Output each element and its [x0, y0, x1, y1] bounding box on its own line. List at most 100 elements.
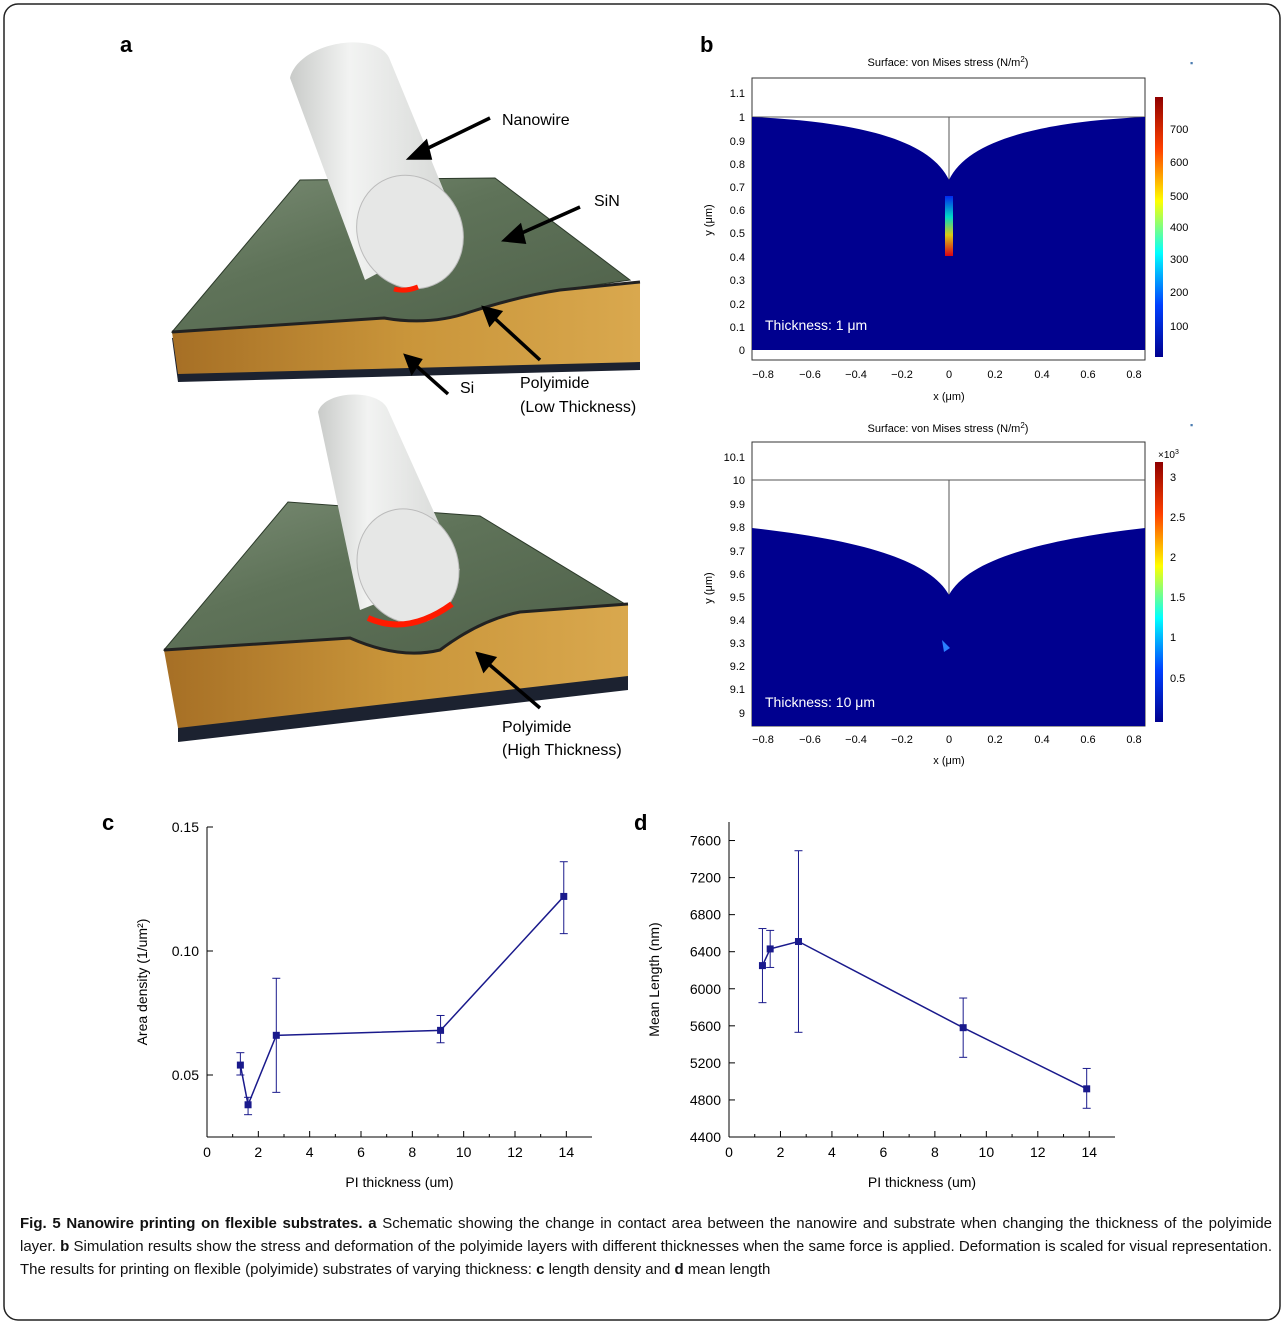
- nanowire-end: [356, 174, 464, 290]
- data-point: [959, 1024, 967, 1032]
- x-tick-label: 8: [408, 1144, 416, 1160]
- x-tick-label: 14: [1081, 1144, 1097, 1160]
- sim-top-xtick: 0: [946, 369, 952, 381]
- sim-bottom-xtick: 0.4: [1034, 734, 1049, 746]
- x-tick-label: 14: [559, 1144, 575, 1160]
- sim-bottom-xtick: −0.8: [752, 734, 774, 746]
- data-point: [758, 962, 766, 970]
- sim-bottom-yticks: 10.1 10 9.9 9.8 9.7 9.6 9.5 9.4 9.3 9.2 …: [724, 452, 745, 720]
- sim-top-xtick: 0.2: [987, 369, 1002, 381]
- sim-bottom-ytick: 9.6: [730, 569, 745, 581]
- sim-bottom-ytick: 9.3: [730, 638, 745, 650]
- data-point: [794, 938, 802, 946]
- sim-top-title: Surface: von Mises stress (N/m2): [868, 55, 1029, 69]
- sim-bottom-cbar-tick: 2.5: [1170, 512, 1185, 524]
- y-axis-label: Mean Length (nm): [646, 922, 662, 1036]
- sim-bottom-xlabel: x (μm): [933, 755, 964, 767]
- panel-c: c 0 2 4 6 8 10 12 14 0.05 0.10 0.15 PI thickness (u…: [102, 810, 592, 1190]
- sim-top-xtick: −0.6: [799, 369, 821, 381]
- arrow-si: [410, 360, 450, 396]
- sim-top-ytick: 0.5: [730, 228, 745, 240]
- contact-area-large: [366, 601, 454, 628]
- data-point: [766, 945, 774, 953]
- caption-title: Fig. 5 Nanowire printing on flexible sub…: [20, 1215, 363, 1232]
- panel-d-label: d: [634, 810, 647, 835]
- sim-top-ytick: 1.1: [730, 88, 745, 100]
- sim-top-cbar-tick: 100: [1170, 321, 1188, 333]
- data-point: [437, 1026, 445, 1034]
- y-tick-label: 0.10: [172, 943, 199, 959]
- sim-bottom-ytick: 9.4: [730, 615, 745, 627]
- sim-bottom-ytick: 9.8: [730, 522, 745, 534]
- panel-b-label: b: [700, 32, 713, 57]
- sim-bottom-xtick: −0.4: [845, 734, 867, 746]
- sim-bottom-ylabel: y (μm): [703, 572, 715, 603]
- sim-bottom-cbar-tick: 1.5: [1170, 592, 1185, 604]
- sim-bottom-ytick: 9.9: [730, 499, 745, 511]
- data-point: [560, 892, 568, 900]
- sim-top-ytick: 0.1: [730, 322, 745, 334]
- sim-top-ytick: 0.4: [730, 252, 745, 264]
- sim-top-colorbar-ticks: 700 600 500 400 300 200 100: [1170, 124, 1188, 333]
- chart-area-density: 0 2 4 6 8 10 12 14 0.05 0.10 0.15 PI thickness (um)…: [134, 819, 592, 1190]
- sim-top-ytick: 0.9: [730, 136, 745, 148]
- arrow-polyimide-low: [488, 312, 542, 362]
- sim-top-thickness-label: Thickness: 1 μm: [765, 317, 867, 333]
- sim-bottom-colorbar: [1155, 462, 1163, 722]
- sim-top-xticks: −0.8 −0.6 −0.4 −0.2 0 0.2 0.4 0.6 0.8: [752, 369, 1142, 381]
- series-line: [761, 940, 1088, 1090]
- arrow-head-nanowire: [405, 138, 433, 160]
- sim-bottom-ytick: 10: [733, 475, 745, 487]
- caption-a-marker: a: [368, 1215, 377, 1232]
- x-axis-label: PI thickness (um): [868, 1174, 976, 1190]
- caption-b-text: Simulation results show the stress and d…: [20, 1238, 1272, 1278]
- y-tick-label: 5600: [690, 1018, 721, 1034]
- series-line: [239, 895, 565, 1108]
- sim-bottom-ytick: 9.1: [730, 684, 745, 696]
- x-tick-label: 12: [1030, 1144, 1046, 1160]
- label-polyimide-high-1: Polyimide: [502, 719, 571, 736]
- y-axis-label: Area density (1/um²): [134, 919, 150, 1046]
- schematic-high-thickness: [162, 394, 629, 742]
- sim-bottom-ytick: 9.7: [730, 546, 745, 558]
- caption-c-text: length density and: [544, 1261, 675, 1278]
- sim-top-ytick: 0.3: [730, 275, 745, 287]
- annotation-arrows: [403, 116, 581, 710]
- sim-top-ytick: 0.6: [730, 205, 745, 217]
- y-tick-label: 4400: [690, 1129, 721, 1145]
- panel-a-label: a: [120, 32, 133, 57]
- panel-d: d 0 2 4 6 8 10 12 14 4400 4800 5200 5600 6000 6400 680…: [634, 810, 1115, 1190]
- label-polyimide-low-2: (Low Thickness): [520, 399, 636, 416]
- caption-c-marker: c: [536, 1261, 545, 1278]
- sim-top-xtick: −0.2: [891, 369, 913, 381]
- x-tick-label: 0: [725, 1144, 733, 1160]
- sim-bottom-cbar-tick: 2: [1170, 552, 1176, 564]
- sim-bottom-ytick: 9: [739, 708, 745, 720]
- data-point: [236, 1061, 244, 1069]
- caption-b-marker: b: [60, 1238, 70, 1255]
- figure-border: [3, 3, 1281, 1321]
- x-tick-label: 4: [306, 1144, 314, 1160]
- label-polyimide-low-1: Polyimide: [520, 375, 589, 392]
- y-tick-label: 0.05: [172, 1067, 199, 1083]
- sim-bottom-xtick: 0.8: [1126, 734, 1141, 746]
- sim-top-ytick: 0.7: [730, 182, 745, 194]
- x-tick-label: 6: [880, 1144, 888, 1160]
- sim-top-yticks: 1.1 1 0.9 0.8 0.7 0.6 0.5 0.4 0.3 0.2 0.…: [730, 88, 745, 357]
- caption-d-marker: d: [674, 1261, 684, 1278]
- caption-d-text: mean length: [683, 1261, 771, 1278]
- sim-top-xtick: 0.8: [1126, 369, 1141, 381]
- arrow-head-si: [403, 353, 423, 376]
- sim-bottom-thickness-label: Thickness: 10 μm: [765, 694, 875, 710]
- figure-caption: Fig. 5 Nanowire printing on flexible sub…: [20, 1212, 1272, 1281]
- sim-top-xlabel: x (μm): [933, 391, 964, 403]
- y-tick-label: 0.15: [172, 819, 199, 835]
- panel-a: a: [120, 32, 641, 759]
- data-point: [244, 1101, 252, 1109]
- sim-top-ytick: 1: [739, 112, 745, 124]
- sim-bottom-cbar-tick: 1: [1170, 632, 1176, 644]
- sim-top-cbar-tick: 200: [1170, 287, 1188, 299]
- label-nanowire: Nanowire: [502, 112, 570, 129]
